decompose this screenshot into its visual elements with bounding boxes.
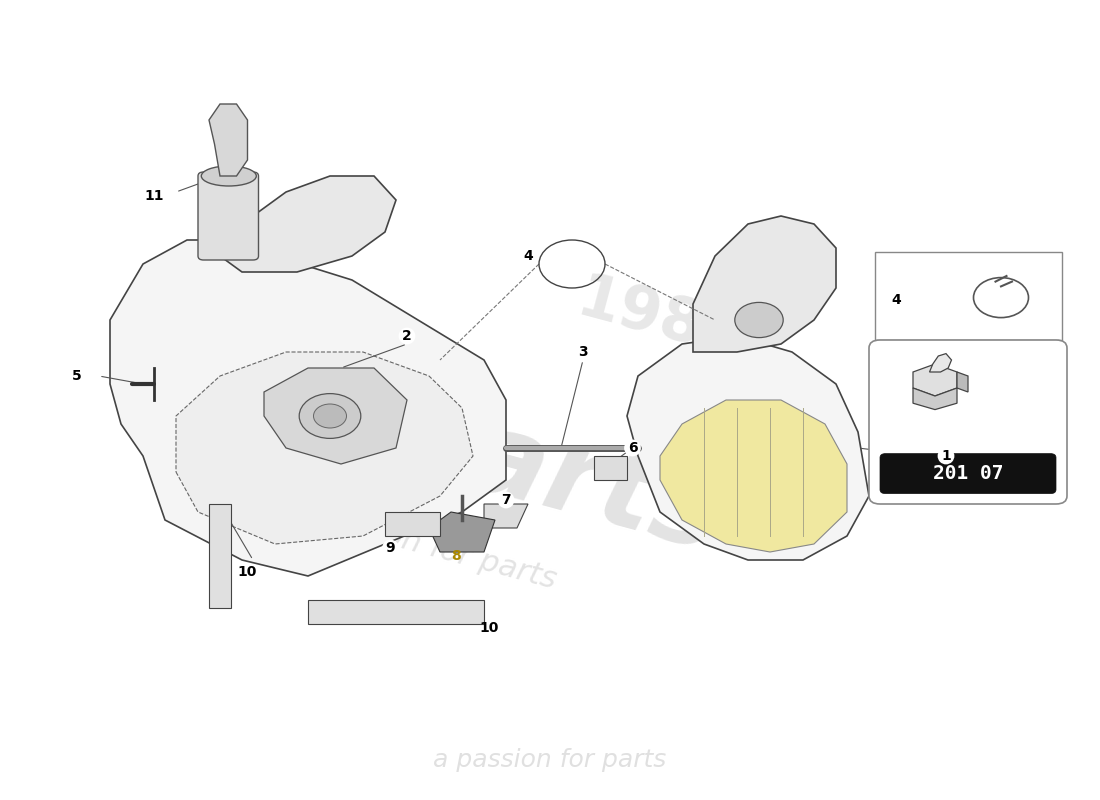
Text: 1985: 1985 [570,270,750,370]
Polygon shape [660,400,847,552]
Polygon shape [264,368,407,464]
Text: 10: 10 [238,565,257,579]
FancyBboxPatch shape [880,454,1056,494]
Polygon shape [308,600,484,624]
Text: 2: 2 [403,329,411,343]
Polygon shape [176,352,473,544]
Polygon shape [209,104,248,176]
Polygon shape [957,372,968,392]
Text: 4: 4 [524,249,532,263]
Polygon shape [484,504,528,528]
Text: a passion for parts: a passion for parts [277,493,559,595]
Text: euroParts: euroParts [102,306,734,574]
FancyBboxPatch shape [869,340,1067,504]
Polygon shape [429,512,495,552]
Text: 201 07: 201 07 [933,464,1003,483]
Text: 11: 11 [144,189,164,203]
Text: 9: 9 [386,541,395,555]
Text: 4: 4 [892,293,901,307]
Text: 7: 7 [502,493,510,507]
FancyBboxPatch shape [198,172,258,260]
Polygon shape [913,388,957,410]
Polygon shape [209,504,231,608]
Polygon shape [594,456,627,480]
FancyBboxPatch shape [874,252,1062,340]
Text: 8: 8 [452,549,461,563]
Polygon shape [385,512,440,536]
Text: a passion for parts: a passion for parts [433,748,667,772]
Polygon shape [627,336,869,560]
Ellipse shape [201,166,256,186]
Polygon shape [220,176,396,272]
Text: 3: 3 [579,345,587,359]
Text: 6: 6 [628,441,637,455]
Text: 10: 10 [480,621,499,635]
Circle shape [299,394,361,438]
Text: 1: 1 [942,449,950,463]
Text: 5: 5 [73,369,81,383]
Circle shape [314,404,346,428]
Polygon shape [930,354,952,372]
Polygon shape [913,364,957,396]
Circle shape [735,302,783,338]
Polygon shape [693,216,836,352]
Polygon shape [110,240,506,576]
